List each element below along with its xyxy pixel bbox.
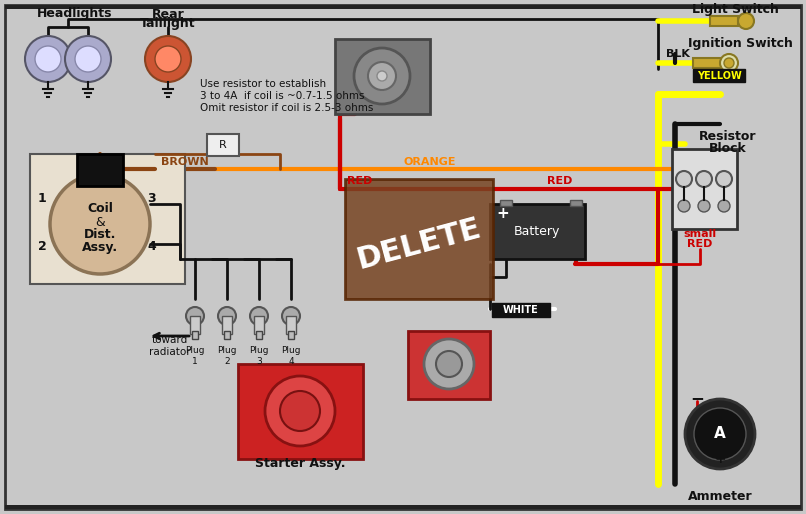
Bar — [286, 316, 296, 334]
Text: Battery: Battery — [513, 226, 560, 238]
Circle shape — [75, 46, 101, 72]
Circle shape — [35, 46, 61, 72]
Circle shape — [424, 339, 474, 389]
Text: +: + — [714, 452, 726, 466]
Bar — [490, 204, 585, 259]
Text: R: R — [219, 140, 226, 150]
Bar — [5, 5, 801, 9]
Circle shape — [678, 200, 690, 212]
Bar — [672, 149, 737, 229]
Bar — [345, 179, 493, 299]
Text: Rear: Rear — [152, 8, 185, 21]
Circle shape — [280, 391, 320, 431]
Circle shape — [696, 171, 712, 187]
Bar — [693, 58, 721, 68]
Circle shape — [354, 48, 410, 104]
Bar — [224, 331, 230, 339]
Bar — [222, 316, 232, 334]
Text: Omit resistor if coil is 2.5-3 ohms: Omit resistor if coil is 2.5-3 ohms — [200, 103, 373, 113]
Text: 1: 1 — [38, 193, 47, 206]
Bar — [710, 16, 738, 26]
Bar — [570, 200, 582, 206]
Circle shape — [50, 174, 150, 274]
Circle shape — [738, 13, 754, 29]
Text: BROWN: BROWN — [161, 157, 209, 167]
Text: Dist.: Dist. — [84, 229, 116, 242]
Circle shape — [282, 307, 300, 325]
Text: DELETE: DELETE — [354, 213, 484, 274]
Circle shape — [25, 36, 71, 82]
Text: +: + — [496, 207, 509, 222]
Text: Coil: Coil — [87, 203, 113, 215]
Bar — [408, 331, 490, 399]
Text: Ignition Switch: Ignition Switch — [688, 38, 792, 50]
Circle shape — [676, 171, 692, 187]
Text: Plug
3: Plug 3 — [249, 346, 268, 365]
Text: Resistor: Resistor — [700, 130, 757, 142]
Bar — [500, 200, 512, 206]
Circle shape — [716, 171, 732, 187]
Text: Plug
4: Plug 4 — [281, 346, 301, 365]
Bar — [77, 154, 123, 186]
Circle shape — [698, 200, 710, 212]
Circle shape — [694, 408, 746, 460]
Text: Light Switch: Light Switch — [692, 3, 779, 15]
Circle shape — [155, 46, 181, 72]
Circle shape — [436, 351, 462, 377]
Circle shape — [250, 307, 268, 325]
Text: Ammeter: Ammeter — [688, 489, 752, 503]
Text: &: & — [95, 215, 105, 229]
Text: ORANGE: ORANGE — [404, 157, 456, 167]
Text: RED: RED — [688, 239, 713, 249]
Text: WHITE: WHITE — [503, 305, 539, 315]
Circle shape — [65, 36, 111, 82]
Text: −: − — [690, 389, 704, 407]
Bar — [192, 331, 198, 339]
Circle shape — [377, 71, 387, 81]
Text: Taillight: Taillight — [140, 17, 196, 30]
Circle shape — [718, 200, 730, 212]
Bar — [254, 316, 264, 334]
Text: 3: 3 — [147, 193, 156, 206]
Circle shape — [368, 62, 396, 90]
Text: Block: Block — [709, 141, 747, 155]
Bar — [492, 303, 550, 317]
Bar — [256, 331, 262, 339]
Text: toward
radiator: toward radiator — [149, 335, 191, 357]
Circle shape — [186, 307, 204, 325]
Circle shape — [685, 399, 755, 469]
Bar — [190, 316, 200, 334]
Bar — [335, 39, 430, 114]
Bar — [693, 69, 745, 82]
Circle shape — [145, 36, 191, 82]
Text: YELLOW: YELLOW — [696, 71, 742, 81]
Bar — [238, 364, 363, 459]
Circle shape — [265, 376, 335, 446]
Text: small: small — [683, 229, 717, 239]
Text: 3 to 4A  if coil is ~0.7-1.5 ohms: 3 to 4A if coil is ~0.7-1.5 ohms — [200, 91, 364, 101]
Circle shape — [724, 58, 734, 68]
Text: Use resistor to establish: Use resistor to establish — [200, 79, 326, 89]
Text: Assy.: Assy. — [82, 242, 118, 254]
Text: 4: 4 — [147, 240, 156, 252]
Text: Plug
1: Plug 1 — [185, 346, 205, 365]
Bar — [5, 505, 801, 509]
Text: Starter Assy.: Starter Assy. — [255, 457, 345, 470]
Text: 2: 2 — [38, 240, 47, 252]
Text: A: A — [714, 427, 726, 442]
Bar — [288, 331, 294, 339]
Text: RED: RED — [547, 176, 573, 186]
Text: Headlights: Headlights — [37, 8, 113, 21]
Circle shape — [218, 307, 236, 325]
Text: RED: RED — [347, 176, 372, 186]
Text: Plug
2: Plug 2 — [218, 346, 237, 365]
Bar — [30, 154, 185, 284]
Text: BLK: BLK — [666, 49, 690, 59]
Circle shape — [720, 54, 738, 72]
Bar — [207, 134, 239, 156]
